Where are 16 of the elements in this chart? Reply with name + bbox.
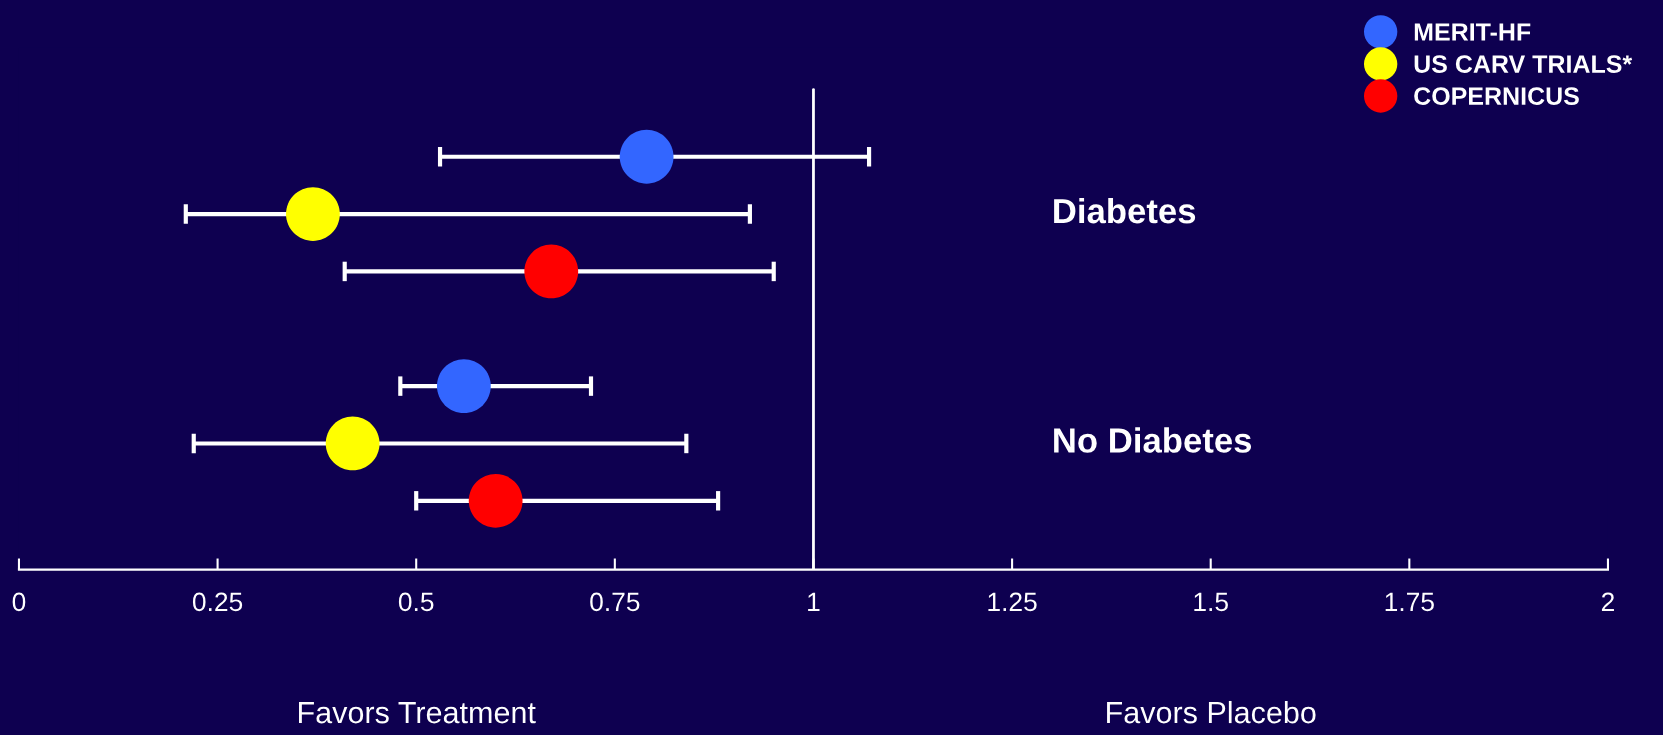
legend-label: US CARV TRIALS* [1414,55,1633,73]
x-tick-label: 1 [808,592,820,611]
y-tick-label: No Diabetes [1054,427,1252,453]
x-tick-label: 1.75 [1385,592,1434,612]
x-tick-label: 0.75 [590,592,640,612]
legend-label: MERIT-HF [1414,23,1531,41]
x-tick-label: 2 [1601,592,1614,611]
x-tick-label: 0.25 [192,592,243,612]
text: Favors Treatment [299,702,536,724]
x-tick-label: 1.5 [1194,592,1228,612]
x-tick-label: 0 [12,592,26,612]
x-tick-label: 1.25 [988,592,1037,612]
legend-label: COPERNICUS [1414,87,1579,105]
text: Favors Placebo [1107,700,1316,724]
y-tick-label: Diabetes [1054,197,1196,224]
x-tick-label: 0.5 [398,592,434,612]
